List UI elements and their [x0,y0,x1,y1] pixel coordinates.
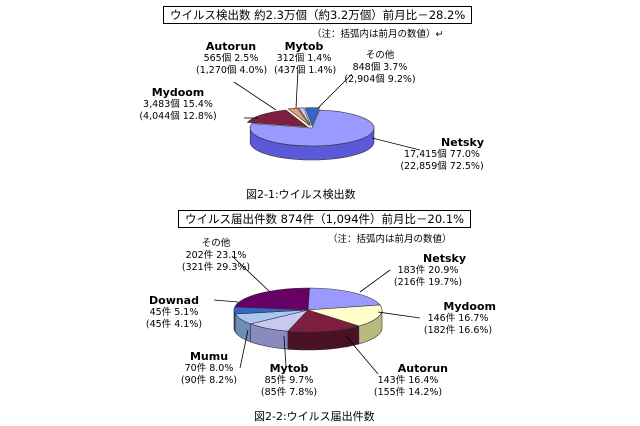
chart1-label-other-prev: (2,904個 9.2%) [344,74,416,85]
slice-other [304,107,320,127]
chart1-label-netsky-prev: (22,859個 72.5%) [400,161,484,172]
chart1-label-netsky: Netsky 17,415個 77.0% (22,859個 72.5%) [400,136,484,173]
chart1-label-mytob-value: 312個 1.4% [276,53,332,64]
chart1-label-other-value: 848個 3.7% [352,62,408,73]
chart1-label-autorun-value: 565個 2.5% [203,53,259,64]
chart1-label-netsky-name: Netsky [441,136,484,149]
chart2-label-mumu-prev: (90件 8.2%) [180,375,238,386]
chart2-label-other: その他 202件 23.1% (321件 29.3%) [176,238,256,274]
slice-mydoom [307,304,383,327]
leader-line [317,73,353,109]
slice-netsky [307,287,381,311]
slice-netsky [249,109,375,147]
chart1-label-mydoom-name: Mydoom [151,86,205,99]
chart2-label-autorun-name: Autorun [397,362,448,375]
chart2-label-netsky-name: Netsky [423,252,466,265]
chart2-label-downad: Downad 45件 5.1% (45件 4.1%) [138,294,210,331]
chart1-title: ウイルス検出数 約2.3万個（約3.2万個）前月比－28.2% [163,6,473,24]
chart1-label-mytob-prev: (437個 1.4%) [274,65,337,76]
slice-mytob [297,107,312,126]
leader-line [233,81,277,111]
leader-line [239,329,249,369]
chart2-label-other-name: その他 [201,238,231,249]
leader-line [377,311,421,319]
chart2-label-netsky-value: 183件 20.9% [397,265,459,276]
slice-other [234,287,310,311]
chart2-title: ウイルス届出件数 874件（1,094件）前月比－20.1% [178,210,472,228]
leader-line [359,269,391,293]
chart2-label-mydoom: Mydoom 146件 16.7% (182件 16.6%) [420,300,496,337]
chart2-label-autorun: Autorun 143件 16.4% (155件 14.2%) [368,362,448,399]
leader-line [295,69,299,109]
chart2-note: （注：括弧内は前月の数値） [328,234,452,245]
slice-autorun [287,309,360,333]
chart1-label-mytob-name: Mytob [284,40,324,53]
chart2-caption: 図2-2:ウイルス届出件数 [254,410,375,423]
chart2-label-mydoom-value: 146件 16.7% [427,313,489,324]
leader-line [283,335,287,367]
chart1-label-autorun-prev: (1,270個 4.0%) [196,65,268,76]
chart2-label-mytob-prev: (85件 7.8%) [260,387,318,398]
chart1-label-mydoom-prev: (4,044個 12.8%) [139,111,217,122]
slice-mydoom [246,109,309,128]
chart2-label-other-prev: (321件 29.3%) [181,262,251,273]
leader-line [213,299,239,303]
slice-autorun [287,107,311,127]
chart2-label-mumu: Mumu 70件 8.0% (90件 8.2%) [176,350,242,387]
leader-line [371,137,421,151]
chart1-label-autorun-name: Autorun [205,40,257,53]
chart2-label-downad-prev: (45件 4.1%) [145,319,203,330]
chart1-label-other-name: その他 [365,50,395,61]
chart2-label-mydoom-prev: (182件 16.6%) [423,325,493,336]
chart1-label-mydoom-value: 3,483個 15.4% [143,99,213,110]
chart1-label-mydoom: Mydoom 3,483個 15.4% (4,044個 12.8%) [138,86,218,123]
chart2-label-mytob-value: 85件 9.7% [264,375,314,386]
chart1-label-mytob: Mytob 312個 1.4% (437個 1.4%) [274,40,337,77]
chart2-label-mytob-name: Mytob [269,362,309,375]
chart2-label-mydoom-name: Mydoom [443,300,496,313]
leader-line [345,335,379,375]
chart1-label-other: その他 848個 3.7% (2,904個 9.2%) [340,50,420,86]
leader-line [231,255,271,293]
chart2-label-downad-name: Downad [149,294,199,307]
chart2-label-mytob: Mytob 85件 9.7% (85件 7.8%) [256,362,322,399]
chart1-label-netsky-value: 17,415個 77.0% [404,149,480,160]
chart2-label-mumu-value: 70件 8.0% [184,363,234,374]
chart2-label-netsky: Netsky 183件 20.9% (216件 19.7%) [390,252,466,289]
chart2-label-netsky-prev: (216件 19.7%) [393,277,463,288]
chart2-label-mumu-name: Mumu [189,350,229,363]
chart1-note: （注：括弧内は前月の数値）↵ [312,29,444,40]
chart2-label-downad-value: 45件 5.1% [149,307,199,318]
chart1-caption: 図2-1:ウイルス検出数 [246,188,356,201]
chart1-label-autorun: Autorun 565個 2.5% (1,270個 4.0%) [196,40,268,77]
chart2-label-other-value: 202件 23.1% [185,250,247,261]
chart2-label-autorun-prev: (155件 14.2%) [373,387,443,398]
chart2-label-autorun-value: 143件 16.4% [377,375,439,386]
